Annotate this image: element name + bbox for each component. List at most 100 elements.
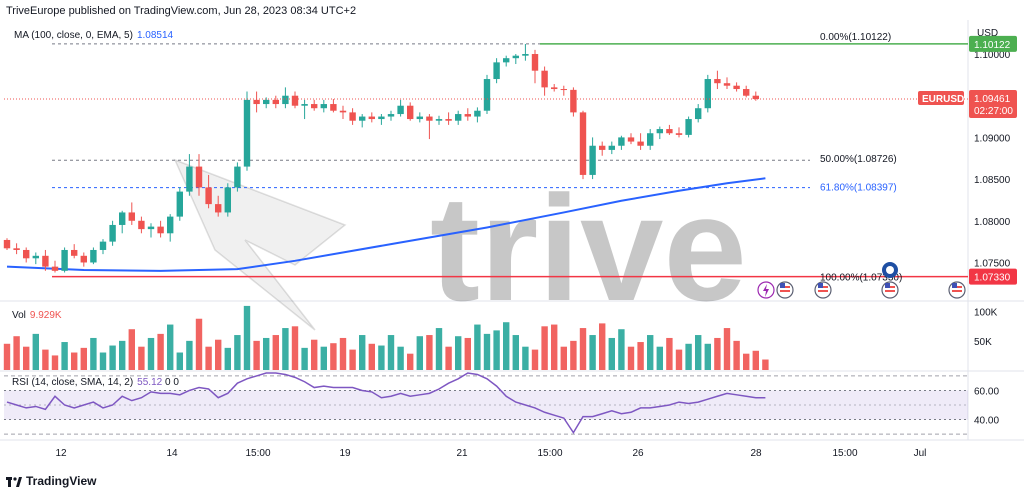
volume-bar bbox=[733, 340, 740, 370]
ma-legend[interactable]: MA (100, close, 0, EMA, 5) 1.08514 bbox=[14, 30, 173, 41]
candle-body bbox=[685, 119, 692, 135]
candle-body bbox=[512, 55, 519, 59]
volume-bar bbox=[426, 335, 433, 370]
candle-body bbox=[752, 95, 759, 100]
time-tick-label: 21 bbox=[456, 448, 468, 459]
volume-bar bbox=[589, 335, 596, 370]
candle-body bbox=[128, 212, 135, 221]
candle-body bbox=[455, 114, 462, 121]
candle-body bbox=[551, 87, 558, 90]
tradingview-footer[interactable]: TradingView bbox=[6, 474, 96, 488]
volume-bar bbox=[378, 345, 385, 370]
candle-body bbox=[464, 114, 471, 117]
candle-body bbox=[282, 95, 289, 105]
volume-bar bbox=[32, 333, 39, 370]
candle-body bbox=[522, 54, 529, 56]
candle-body bbox=[80, 255, 87, 263]
volume-bar bbox=[656, 346, 663, 370]
candle-body bbox=[90, 249, 97, 263]
flag-stripe bbox=[780, 290, 790, 292]
candle-body bbox=[291, 95, 299, 106]
volume-bar bbox=[416, 336, 423, 370]
volume-bar bbox=[531, 349, 539, 370]
candle-body bbox=[272, 99, 279, 105]
candle-body bbox=[359, 116, 366, 121]
candle-body bbox=[743, 89, 750, 96]
candle-body bbox=[119, 212, 126, 225]
rsi-legend[interactable]: RSI (14, close, SMA, 14, 2) 55.12 0 0 bbox=[12, 377, 179, 388]
candle-body bbox=[23, 249, 30, 259]
candle-body bbox=[320, 104, 327, 109]
volume-bar bbox=[704, 343, 711, 370]
price-tick-label: 1.07500 bbox=[974, 258, 1011, 269]
price-tick-label: 1.08500 bbox=[974, 175, 1011, 186]
candle-body bbox=[51, 266, 59, 271]
volume-legend-value: 9.929K bbox=[29, 310, 62, 321]
volume-legend[interactable]: Vol 9.929K bbox=[12, 310, 62, 321]
volume-bar bbox=[253, 340, 260, 370]
candle-body bbox=[71, 249, 78, 256]
candle-body bbox=[61, 249, 68, 271]
candle-body bbox=[339, 110, 347, 113]
time-tick-label: 12 bbox=[55, 448, 67, 459]
volume-bar bbox=[349, 349, 356, 370]
candle-body bbox=[599, 145, 606, 150]
candle-body bbox=[695, 108, 702, 120]
volume-bar bbox=[359, 335, 366, 370]
volume-bar bbox=[714, 337, 721, 370]
flag-canton bbox=[885, 283, 890, 288]
volume-bar bbox=[666, 337, 673, 370]
volume-bar bbox=[205, 346, 212, 370]
candle-body bbox=[647, 133, 654, 146]
fib-level-label: 0.00%(1.10122) bbox=[820, 32, 891, 43]
volume-bar bbox=[13, 336, 20, 370]
candle-body bbox=[445, 119, 452, 121]
candle-body bbox=[570, 89, 577, 113]
volume-bar bbox=[743, 353, 750, 370]
candle-body bbox=[627, 137, 635, 142]
candle-body bbox=[426, 116, 433, 121]
candle-body bbox=[407, 105, 414, 120]
volume-bar bbox=[128, 329, 135, 370]
watermark-logo bbox=[173, 158, 347, 331]
symbol-tag bbox=[918, 91, 964, 106]
rsi-legend-label: RSI (14, close, SMA, 14, 2) bbox=[12, 377, 134, 388]
time-tick-label: 15:00 bbox=[832, 448, 857, 459]
volume-bar bbox=[723, 328, 731, 370]
candle-body bbox=[368, 116, 375, 120]
candle-body bbox=[205, 187, 212, 205]
volume-bar bbox=[272, 335, 279, 370]
candle-body bbox=[263, 99, 270, 105]
volume-bar bbox=[282, 328, 289, 370]
volume-bar bbox=[167, 324, 174, 370]
rsi-tick-label: 40.00 bbox=[974, 416, 999, 427]
volume-bar bbox=[608, 337, 615, 370]
volume-bar bbox=[109, 345, 116, 370]
volume-bar bbox=[579, 328, 587, 370]
volume-bar bbox=[560, 346, 567, 370]
event-marker-core bbox=[886, 266, 894, 274]
volume-bar bbox=[512, 335, 519, 370]
candle-body bbox=[666, 129, 673, 134]
volume-bar bbox=[407, 353, 414, 370]
ma-legend-label: MA (100, close, 0, EMA, 5) bbox=[14, 30, 133, 41]
volume-bar bbox=[157, 333, 164, 370]
rsi-legend-value: 55.12 bbox=[137, 377, 163, 388]
candle-body bbox=[13, 248, 20, 250]
candle-body bbox=[483, 79, 491, 111]
fib-bottom-badge bbox=[969, 268, 1017, 285]
volume-bar bbox=[397, 346, 404, 370]
volume-bar bbox=[493, 330, 500, 370]
candle-body bbox=[99, 241, 107, 250]
symbol-tag-label: EURUSD bbox=[922, 94, 964, 105]
countdown-label: 02:27:00 bbox=[974, 106, 1013, 117]
volume-bar bbox=[541, 326, 548, 370]
volume-bar bbox=[599, 323, 606, 370]
volume-bar bbox=[695, 335, 702, 370]
volume-bar bbox=[311, 339, 318, 370]
flag-stripe bbox=[885, 290, 895, 292]
candle-body bbox=[378, 116, 385, 120]
current-price-badge bbox=[969, 90, 1017, 119]
flag-canton bbox=[952, 283, 957, 288]
